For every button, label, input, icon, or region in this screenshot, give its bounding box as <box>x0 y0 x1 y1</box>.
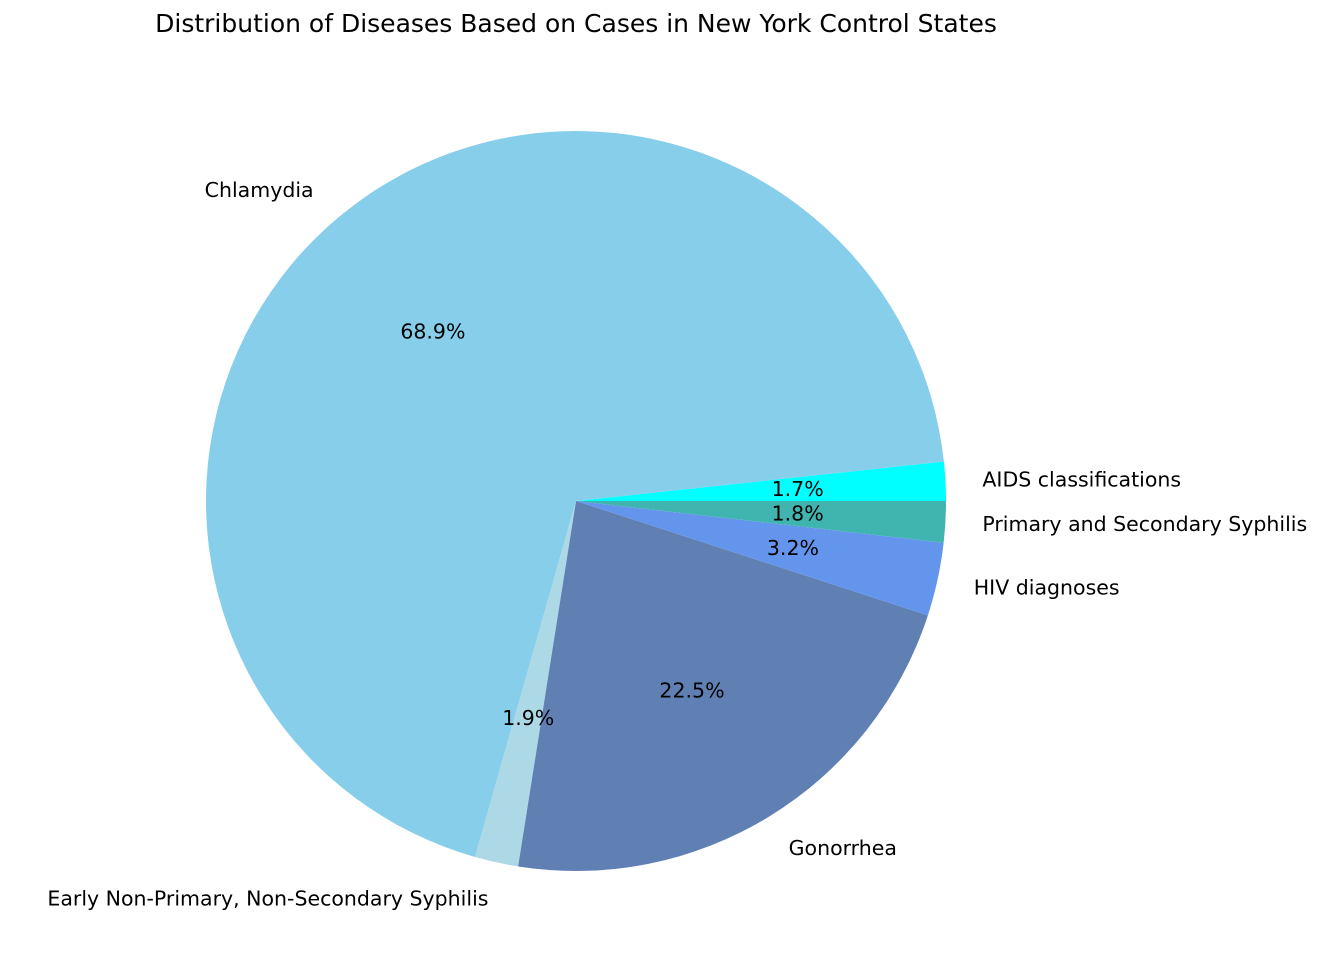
pie-slice-chlamydia <box>205 130 944 857</box>
category-labels: AIDS classifications Chlamydia Early Non-P… <box>47 178 1307 911</box>
pie-slices <box>205 130 946 871</box>
pie-slice-hiv-diagnoses <box>576 501 944 616</box>
percent-labels: 1.7% 68.9% 1.9% 22.5% 3.2% 1.8% <box>400 319 823 730</box>
category-label-aids-classifications: AIDS classifications <box>982 467 1181 491</box>
percent-label-hiv-diagnoses: 3.2% <box>767 536 819 560</box>
category-label-chlamydia: Chlamydia <box>205 178 314 202</box>
percent-label-chlamydia: 68.9% <box>400 319 465 343</box>
category-label-primary-and-secondary-syphilis: Primary and Secondary Syphilis <box>982 512 1307 536</box>
pie-slice-primary-and-secondary-syphilis <box>576 501 946 543</box>
pie-slice-gonorrhea <box>518 501 928 871</box>
percent-label-early-non-primary-non-secondary-syphilis: 1.9% <box>502 706 554 730</box>
category-label-early-non-primary-non-secondary-syphilis: Early Non-Primary, Non-Secondary Syphili… <box>47 886 488 910</box>
chart-title: Distribution of Diseases Based on Cases … <box>155 9 997 38</box>
percent-label-primary-and-secondary-syphilis: 1.8% <box>772 502 824 526</box>
category-label-gonorrhea: Gonorrhea <box>789 836 897 860</box>
percent-label-gonorrhea: 22.5% <box>659 678 724 702</box>
category-label-hiv-diagnoses: HIV diagnoses <box>974 575 1120 599</box>
pie-slice-aids-classifications <box>576 461 946 501</box>
pie-slice-early-non-primary-non-secondary-syphilis <box>475 501 576 867</box>
percent-label-aids-classifications: 1.7% <box>772 477 824 501</box>
